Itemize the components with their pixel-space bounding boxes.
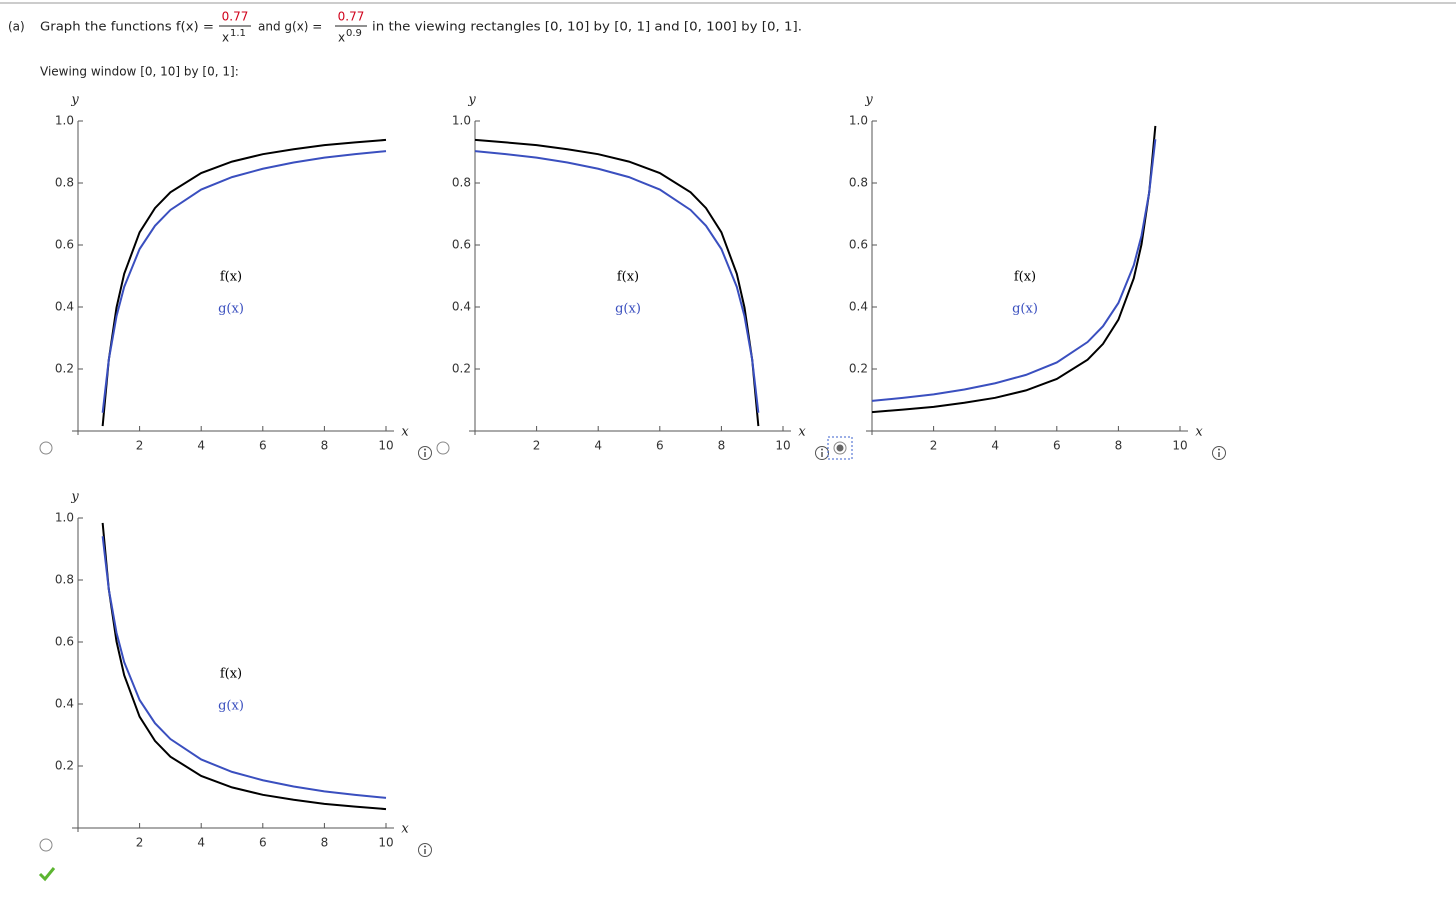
x-tick-label: 8 — [321, 836, 329, 850]
x-axis-label: x — [1195, 425, 1203, 440]
x-tick-label: 10 — [378, 439, 393, 453]
x-tick-label: 8 — [321, 439, 329, 453]
series-line — [101, 150, 387, 413]
g-exponent: 0.9 — [346, 28, 362, 39]
x-tick-label: 2 — [136, 439, 144, 453]
x-tick-label: 8 — [1115, 439, 1123, 453]
y-axis-label: y — [467, 93, 476, 108]
question-suffix: in the viewing rectangles [0, 10] by [0,… — [372, 20, 802, 34]
x-tick-label: 10 — [775, 439, 790, 453]
x-tick-label: 10 — [1172, 439, 1187, 453]
series-line — [101, 138, 387, 427]
y-tick-label: 0.4 — [452, 300, 471, 314]
correct-check — [38, 867, 56, 882]
y-tick-label: 0.6 — [452, 238, 471, 252]
x-tick-label: 6 — [656, 439, 664, 453]
radio-button[interactable] — [436, 441, 450, 455]
question-prefix: Graph the functions f(x) = — [40, 20, 214, 34]
legend-label: f(x) — [220, 270, 242, 285]
x-tick-label: 6 — [259, 836, 267, 850]
focus-box — [827, 436, 853, 460]
y-tick-label: 0.2 — [55, 362, 74, 376]
f-exponent: 1.1 — [230, 28, 246, 39]
series-line — [871, 125, 1157, 414]
f-numerator: 0.77 — [222, 10, 249, 24]
y-tick-label: 0.6 — [849, 238, 868, 252]
x-tick-label: 4 — [197, 439, 205, 453]
x-axis-label: x — [401, 425, 409, 440]
series-line — [474, 150, 760, 413]
series-line — [101, 522, 387, 811]
radio-dot — [836, 444, 844, 452]
radio-button[interactable] — [39, 838, 53, 852]
y-tick-label: 0.4 — [55, 300, 74, 314]
x-tick-label: 6 — [1053, 439, 1061, 453]
x-tick-label: 2 — [930, 439, 938, 453]
series-line — [474, 138, 760, 427]
y-tick-label: 0.6 — [55, 238, 74, 252]
y-tick-label: 0.8 — [849, 176, 868, 190]
radio-button[interactable] — [39, 441, 53, 455]
x-tick-label: 2 — [136, 836, 144, 850]
y-axis-label: y — [70, 93, 79, 108]
info-icon-dot — [424, 845, 426, 848]
y-tick-label: 0.2 — [55, 759, 74, 773]
y-tick-label: 0.2 — [452, 362, 471, 376]
y-axis-label: y — [864, 93, 873, 108]
y-tick-label: 1.0 — [55, 114, 74, 128]
x-axis-label: x — [401, 822, 409, 837]
x-tick-label: 4 — [991, 439, 999, 453]
legend-label: f(x) — [617, 270, 639, 285]
f-base: x — [222, 31, 229, 45]
x-axis-label: x — [798, 425, 806, 440]
legend-label: g(x) — [218, 302, 244, 317]
info-icon-dot — [821, 448, 823, 451]
x-tick-label: 2 — [533, 439, 541, 453]
y-tick-label: 1.0 — [849, 114, 868, 128]
series-line — [871, 139, 1157, 402]
legend-label: g(x) — [615, 302, 641, 317]
g-numerator: 0.77 — [338, 10, 365, 24]
y-tick-label: 0.4 — [55, 697, 74, 711]
y-tick-label: 0.4 — [849, 300, 868, 314]
x-tick-label: 4 — [594, 439, 602, 453]
info-icon-dot — [424, 448, 426, 451]
window-label: Viewing window [0, 10] by [0, 1]: — [40, 65, 239, 79]
x-tick-label: 6 — [259, 439, 267, 453]
legend-label: f(x) — [1014, 270, 1036, 285]
x-tick-label: 4 — [197, 836, 205, 850]
g-base: x — [338, 31, 345, 45]
legend-label: g(x) — [218, 699, 244, 714]
part-label: (a) — [8, 20, 25, 34]
question-middle: and g(x) = — [258, 20, 322, 34]
series-line — [101, 536, 387, 799]
legend-label: g(x) — [1012, 302, 1038, 317]
y-tick-label: 0.8 — [55, 573, 74, 587]
info-icon-dot — [1218, 448, 1220, 451]
x-tick-label: 10 — [378, 836, 393, 850]
y-tick-label: 0.2 — [849, 362, 868, 376]
y-tick-label: 0.8 — [55, 176, 74, 190]
y-tick-label: 0.8 — [452, 176, 471, 190]
legend-label: f(x) — [220, 667, 242, 682]
y-tick-label: 1.0 — [55, 511, 74, 525]
y-axis-label: y — [70, 490, 79, 505]
y-tick-label: 1.0 — [452, 114, 471, 128]
y-tick-label: 0.6 — [55, 635, 74, 649]
x-tick-label: 8 — [718, 439, 726, 453]
